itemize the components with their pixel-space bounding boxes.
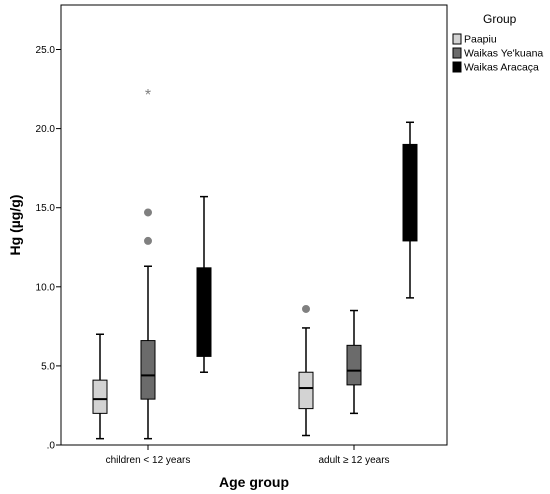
y-axis: .0 5.0 10.0 15.0 20.0 25.0 (36, 45, 61, 452)
legend: Group Paapiu Waikas Ye'kuana Waikas Aracaç… (452, 12, 543, 74)
legend-title: Group (483, 12, 517, 26)
extreme-point: * (145, 87, 151, 104)
x-axis: children < 12 years adult ≥ 12 years (106, 445, 390, 466)
legend-swatch (452, 47, 462, 59)
y-tick-label: 10.0 (36, 282, 56, 293)
box-plot-children-2 (196, 195, 212, 373)
x-tick-label: adult ≥ 12 years (318, 455, 389, 466)
legend-label: Waikas Aracaça (464, 62, 539, 74)
box-iqr (402, 143, 418, 242)
y-tick-label: 20.0 (36, 124, 56, 135)
box-iqr (346, 344, 362, 386)
box-plot-children-1: * (140, 87, 156, 440)
legend-label: Waikas Ye'kuana (464, 48, 543, 60)
y-tick-label: 25.0 (36, 45, 56, 56)
x-tick-label: children < 12 years (106, 455, 191, 466)
box-plot-adult-0 (298, 304, 314, 437)
legend-swatch (452, 61, 462, 73)
y-tick-label: 5.0 (41, 361, 55, 372)
box-iqr (196, 267, 212, 357)
box-plot-adult-2 (402, 121, 418, 299)
box-iqr (298, 371, 314, 410)
y-tick-label: 15.0 (36, 203, 56, 214)
legend-label: Paapiu (464, 34, 497, 46)
outlier-point (302, 304, 310, 313)
box-iqr (140, 340, 156, 400)
plot-frame (60, 4, 448, 446)
box-plot-children-0 (92, 333, 108, 440)
box-plot-adult-1 (346, 309, 362, 415)
outlier-point (144, 236, 152, 245)
box-iqr (92, 379, 108, 414)
x-axis-title: Age group (219, 474, 289, 490)
outlier-point (144, 208, 152, 217)
y-axis-title: Hg (µg/g) (7, 195, 23, 256)
box-series: * (92, 87, 418, 440)
y-tick-label: .0 (47, 441, 56, 452)
legend-swatch (452, 33, 462, 45)
